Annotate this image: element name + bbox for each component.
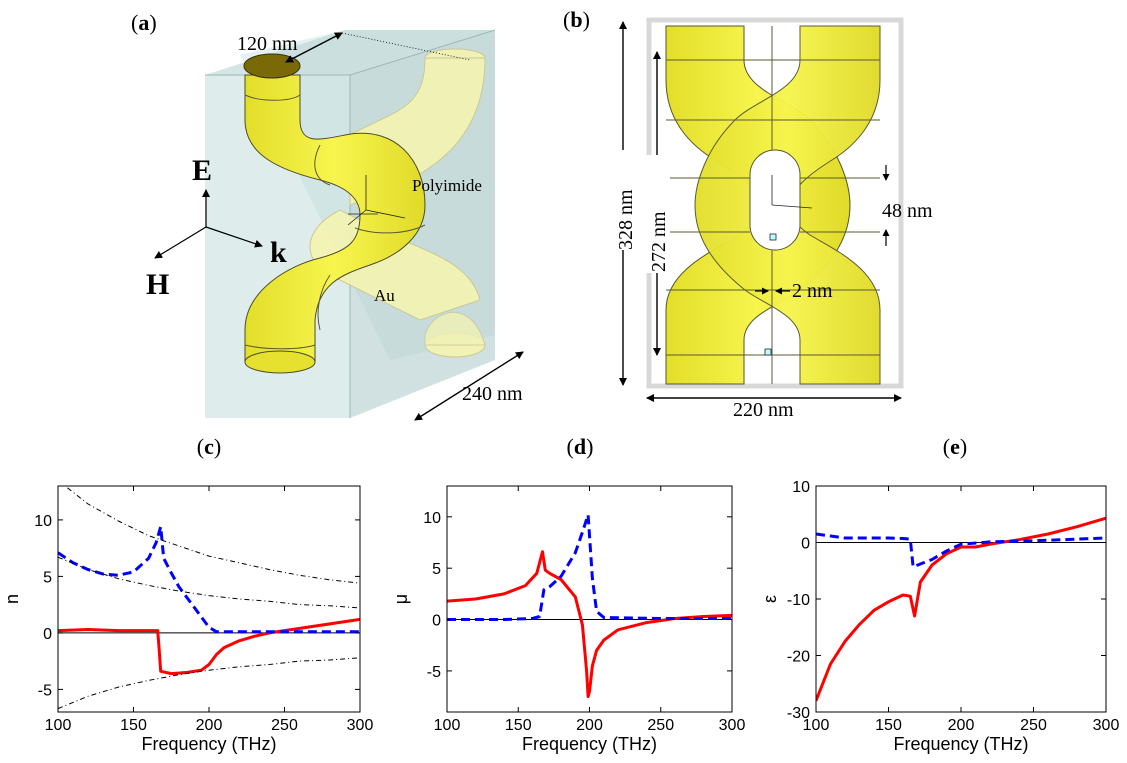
chart-d-ylabel: μ xyxy=(391,594,411,604)
chart-c-xtick-label-250: 250 xyxy=(271,717,298,734)
chart-c-series-2-line xyxy=(58,480,360,583)
chart-c-ytick-label-0: 0 xyxy=(43,626,52,643)
panel-a: (a) xyxy=(131,10,523,420)
chart-d-xtick-label-250: 250 xyxy=(647,717,674,734)
chart-e-plot-frame xyxy=(816,486,1106,712)
chart-d-xtick-label-300: 300 xyxy=(719,717,746,734)
chart-c-series-3-line xyxy=(58,557,360,608)
k-vector-label: k xyxy=(270,236,287,269)
depth-label: 240 nm xyxy=(462,383,523,405)
chart-d-ytick-label-0: 0 xyxy=(432,613,441,630)
width-label: 220 nm xyxy=(733,399,794,421)
chart-d: (d) 100 150 200 250 300 -5 0 5 10 Frequency (THz) μ xyxy=(391,434,745,754)
chart-e-ytick-label-0: 0 xyxy=(801,536,810,553)
chart-c-xtick-label-300: 300 xyxy=(347,717,374,734)
chart-c-xtick-label-200: 200 xyxy=(196,717,223,734)
chart-d-series-1-line xyxy=(447,515,732,620)
width-dimension: 220 nm xyxy=(647,398,901,421)
chart-c-plot-frame xyxy=(58,486,360,712)
chart-e-series-group xyxy=(816,518,1106,701)
e-field-label: E xyxy=(192,154,212,187)
chart-e-series-1-line xyxy=(816,534,1106,567)
chart-d-xlabel: Frequency (THz) xyxy=(522,734,657,754)
chart-d-ytick-label-5: 5 xyxy=(432,561,441,578)
chart-c-ytick-label--5: -5 xyxy=(38,682,52,699)
chart-e-ytick-label--10: -10 xyxy=(787,592,810,609)
chart-c: (c) 100 150 200 250 300 -5 0 5 10 Frequency (THz) n xyxy=(2,434,373,754)
chart-c-ytick-label-10: 10 xyxy=(34,513,52,530)
chart-e-ylabel: ε xyxy=(760,595,780,603)
chart-e: (e)100 150 200 250 300-30-20-10010Frequency … xyxy=(760,434,1119,754)
vertical-gap-label: 48 nm xyxy=(882,200,933,222)
chart-d-xtick-label-100: 100 xyxy=(434,717,461,734)
chart-e-xlabel: Frequency (THz) xyxy=(893,734,1028,754)
chart-e-xtick-label-250: 250 xyxy=(1020,717,1047,734)
chart-e-xtick-label-150: 150 xyxy=(875,717,902,734)
chart-e-xtick-label-200: 200 xyxy=(948,717,975,734)
chart-d-xtick-label-200: 200 xyxy=(576,717,603,734)
horizontal-gap-label: 2 nm xyxy=(792,280,833,302)
chart-c-series-0-line xyxy=(58,619,360,673)
chart-e-ytick-label-10: 10 xyxy=(792,479,810,496)
chart-c-series-group xyxy=(58,480,360,708)
panel-b: (b) xyxy=(563,7,933,421)
outer-height-dimension: 328 nm xyxy=(610,22,638,385)
chart-d-series-group xyxy=(447,515,732,697)
diameter-label: 120 nm xyxy=(237,33,298,55)
panel-a-label: (a) xyxy=(131,10,157,35)
chart-e-ytick-label--20: -20 xyxy=(787,649,810,666)
chart-c-ytick-label-5: 5 xyxy=(43,569,52,586)
outer-height-label: 328 nm xyxy=(615,189,637,250)
chart-c-ylabel: n xyxy=(2,594,22,604)
chart-e-ytick-label--30: -30 xyxy=(787,705,810,722)
au-label: Au xyxy=(374,286,395,305)
chart-d-ytick-label--5: -5 xyxy=(427,664,441,681)
panel-b-label: (b) xyxy=(563,7,590,32)
chart-d-xtick-label-150: 150 xyxy=(505,717,532,734)
chart-c-series-1-line xyxy=(58,527,360,632)
chart-c-xtick-label-150: 150 xyxy=(120,717,147,734)
chart-c-xlabel: Frequency (THz) xyxy=(141,734,276,754)
chart-c-title: (c) xyxy=(197,434,221,459)
chart-e-title: (e) xyxy=(943,434,967,459)
chart-d-title: (d) xyxy=(567,434,594,459)
chart-c-xtick-label-100: 100 xyxy=(45,717,72,734)
h-field-label: H xyxy=(146,268,169,301)
inner-height-label: 272 nm xyxy=(648,211,670,272)
chart-d-series-0-line xyxy=(447,552,732,697)
chart-d-ytick-label-10: 10 xyxy=(423,510,441,527)
chart-e-xtick-label-300: 300 xyxy=(1093,717,1120,734)
polyimide-label: Polyimide xyxy=(412,176,482,195)
